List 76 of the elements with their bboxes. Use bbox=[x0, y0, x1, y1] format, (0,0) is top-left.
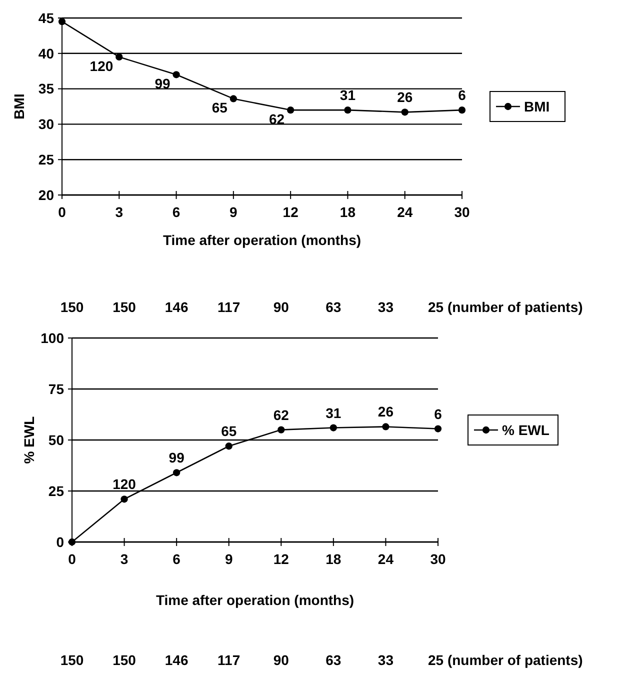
text: 63 bbox=[326, 652, 342, 668]
annotation: 31 bbox=[326, 404, 342, 421]
point bbox=[116, 53, 123, 60]
y-tick-label: 25 bbox=[48, 482, 64, 499]
y-tick-label: 75 bbox=[48, 380, 64, 397]
annotation: 65 bbox=[212, 100, 228, 116]
x-tick-label: 18 bbox=[340, 204, 356, 220]
point bbox=[230, 95, 237, 102]
point bbox=[434, 425, 442, 432]
annotation: 26 bbox=[378, 404, 394, 420]
y-tick-label: 100 bbox=[40, 330, 64, 346]
point bbox=[344, 106, 352, 114]
text: 90 bbox=[273, 652, 290, 668]
x-tick-label: 12 bbox=[282, 204, 299, 220]
y-tick-label: 25 bbox=[38, 152, 54, 168]
y-tick-label: 30 bbox=[38, 116, 54, 132]
y-tick-label: 40 bbox=[38, 45, 54, 62]
y-tick-label: 50 bbox=[48, 432, 64, 448]
x-tick-label: 30 bbox=[454, 204, 470, 220]
y-tick-label: 45 bbox=[38, 10, 54, 26]
x-tick-label: 3 bbox=[120, 551, 128, 567]
x-axis-title: Time after operation (months) bbox=[156, 592, 354, 608]
point bbox=[120, 496, 128, 503]
x-tick-label: 18 bbox=[326, 551, 342, 567]
point bbox=[173, 469, 180, 476]
annotation: 6 bbox=[458, 87, 466, 104]
x-tick-label: 9 bbox=[224, 551, 233, 567]
y-axis-title: % EWL bbox=[21, 416, 37, 464]
x-tick-label: 9 bbox=[230, 204, 238, 220]
annotation: 62 bbox=[268, 111, 285, 128]
text: 117 bbox=[218, 299, 240, 315]
x-tick-label: 24 bbox=[378, 551, 394, 567]
x-tick-label: 6 bbox=[172, 204, 180, 220]
annotation: 62 bbox=[273, 406, 290, 423]
text: 150 bbox=[112, 652, 136, 668]
y-tick-label: 0 bbox=[56, 534, 64, 550]
text: 117 bbox=[218, 652, 240, 668]
x-axis-title: Time after operation (months) bbox=[162, 232, 362, 248]
text: 33 bbox=[378, 299, 394, 315]
text: 146 bbox=[164, 299, 188, 315]
annotation: 99 bbox=[154, 76, 170, 92]
text: 33 bbox=[378, 652, 394, 668]
annotation: 65 bbox=[221, 423, 237, 440]
y-tick-label: 20 bbox=[38, 186, 54, 203]
point bbox=[330, 424, 337, 432]
point bbox=[458, 106, 466, 114]
point bbox=[225, 442, 232, 450]
text: 90 bbox=[273, 299, 290, 315]
legend-label: % EWL bbox=[502, 422, 550, 438]
y-tick-label: 35 bbox=[38, 80, 54, 97]
point bbox=[382, 423, 390, 430]
annotation: 120 bbox=[90, 58, 114, 74]
text: 146 bbox=[164, 652, 188, 668]
annotation: 120 bbox=[112, 476, 136, 492]
x-tick-label: 12 bbox=[273, 551, 290, 567]
text: 150 bbox=[112, 299, 136, 315]
legend-label: BMI bbox=[524, 98, 550, 114]
text: 63 bbox=[326, 299, 342, 315]
point bbox=[172, 71, 180, 78]
text: 150 bbox=[60, 299, 84, 315]
annotation: 31 bbox=[340, 87, 356, 104]
point bbox=[278, 426, 285, 434]
x-tick-label: 30 bbox=[430, 551, 446, 567]
y-axis-title: BMI bbox=[11, 94, 27, 120]
text: 25 (number of patients) bbox=[428, 299, 583, 315]
x-tick-label: 6 bbox=[172, 551, 181, 567]
point bbox=[287, 106, 294, 114]
text: 25 (number of patients) bbox=[428, 652, 583, 668]
annotation: 26 bbox=[397, 89, 413, 106]
annotation: 6 bbox=[434, 406, 442, 422]
text: 150 bbox=[60, 652, 84, 668]
x-tick-label: 24 bbox=[397, 204, 413, 220]
x-tick-label: 0 bbox=[68, 551, 76, 567]
x-tick-label: 3 bbox=[115, 204, 124, 220]
point bbox=[401, 108, 408, 116]
annotation: 99 bbox=[168, 450, 185, 466]
